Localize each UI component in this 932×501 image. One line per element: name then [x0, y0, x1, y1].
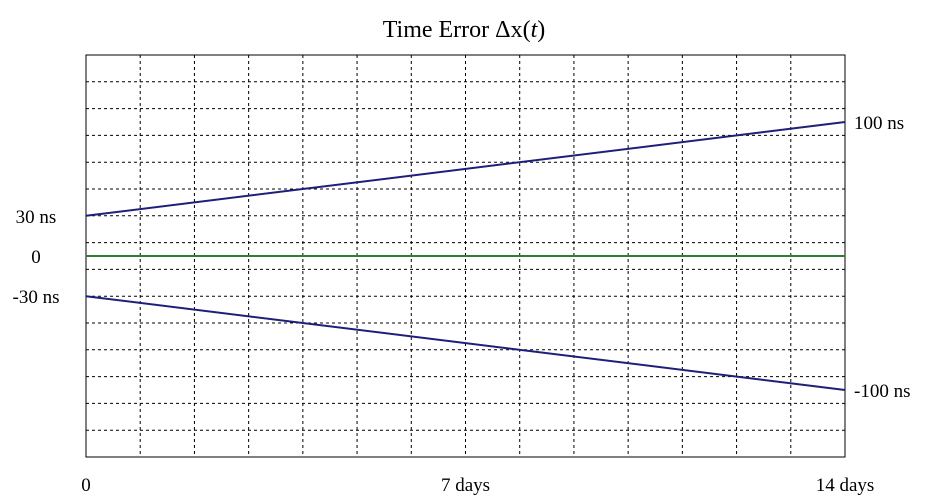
y-tick-label: -30 ns	[13, 287, 60, 308]
series-end-label: -100 ns	[854, 381, 910, 402]
y-tick-label: 0	[31, 247, 41, 268]
chart-title: Time Error Δx(t)	[383, 17, 546, 43]
x-tick-label: 0	[81, 475, 91, 496]
series-end-label: 100 ns	[854, 113, 904, 134]
y-tick-label: 30 ns	[16, 207, 57, 228]
x-tick-label: 14 days	[816, 475, 875, 496]
x-tick-label: 7 days	[441, 475, 490, 496]
